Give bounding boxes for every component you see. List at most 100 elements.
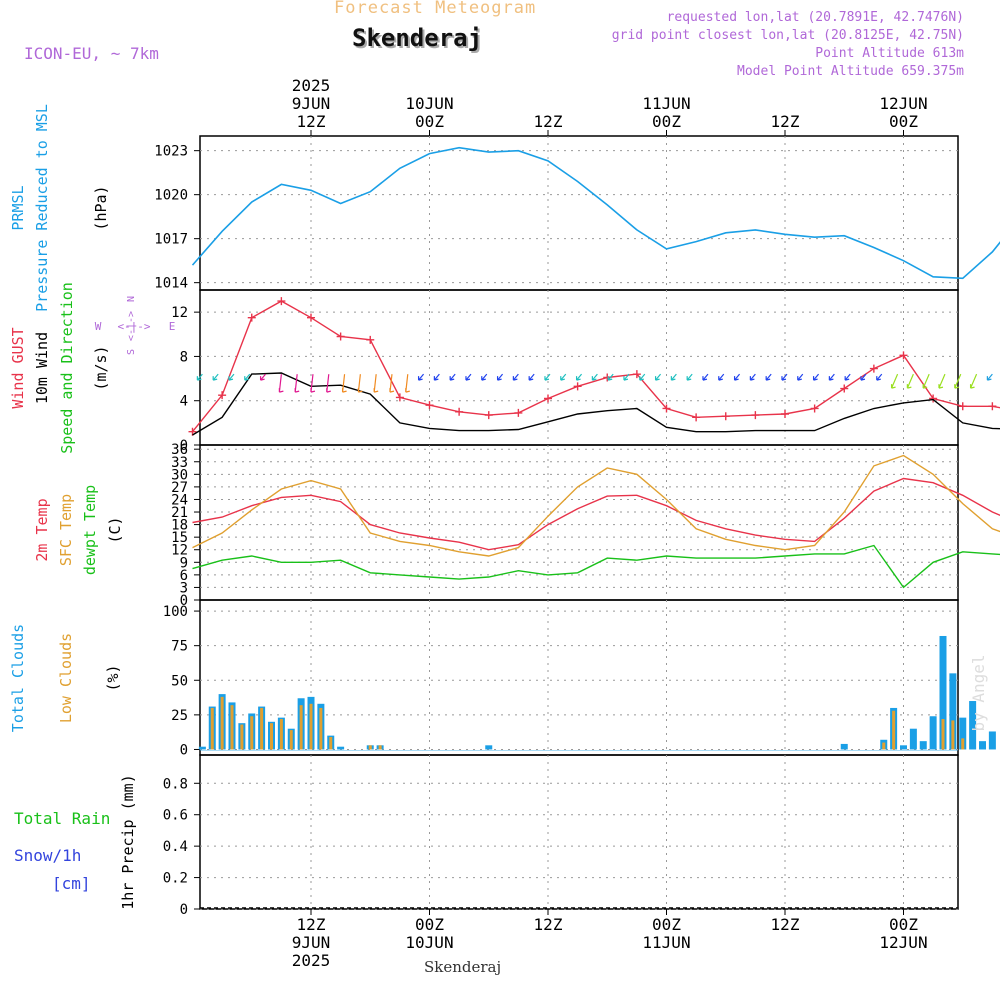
low-clouds-bar: [289, 730, 293, 750]
wind-arrow: [310, 374, 316, 393]
wind-arrow: [922, 373, 930, 389]
top-title: Forecast Meteogram: [334, 0, 537, 18]
wind-arrow: [765, 373, 772, 381]
clouds-axis-label: (%): [104, 664, 122, 691]
gust-point: [869, 364, 878, 373]
clouds-axis-label: Total Clouds: [9, 624, 27, 732]
low-clouds-bar: [210, 707, 214, 750]
low-clouds-bar: [299, 705, 303, 750]
temp-axis-label: (C): [106, 516, 124, 543]
time-label-top: 12Z: [771, 112, 800, 131]
wind-arrow: [733, 373, 741, 381]
wind-arrow: [417, 373, 425, 381]
low-clouds-bar: [309, 703, 313, 750]
y-tick-label: 21: [171, 505, 188, 521]
pressure-frame: [199, 135, 959, 291]
y-tick-label: 24: [171, 492, 188, 508]
wind-arrow: [986, 373, 993, 381]
wind-axis-label: (m/s): [92, 345, 110, 390]
total-clouds-bar: [485, 745, 493, 750]
wind-arrow: [433, 373, 440, 381]
gust-point: [544, 394, 552, 403]
y-tick-label: 0.8: [163, 776, 188, 792]
total-clouds-bar: [959, 717, 967, 750]
time-label-bottom: 10JUN: [405, 933, 453, 952]
compass-ns-arrow: <-|->: [126, 311, 137, 341]
point-altitude: Point Altitude 613m: [815, 46, 964, 61]
gust-point: [721, 412, 730, 421]
y-tick-label: 18: [171, 518, 188, 534]
wind-arrow: [670, 373, 677, 381]
gust-point: [662, 404, 671, 413]
temperature-frame: [199, 444, 959, 601]
low-clouds-bar: [319, 707, 323, 750]
gust-point: [366, 335, 375, 344]
time-label-bottom: 00Z: [652, 915, 681, 934]
gust-point: [307, 313, 315, 322]
gust-point: [958, 402, 967, 411]
total-clouds-bar: [979, 741, 986, 750]
gust-point: [247, 313, 256, 322]
compass-s: S: [126, 349, 137, 355]
precipitation-frame: [199, 754, 959, 910]
total-clouds-bar: [949, 673, 957, 750]
precip-axis-label: 1hr Precip (mm): [119, 774, 137, 909]
y-tick-label: 75: [171, 639, 188, 655]
time-label-top: 12Z: [297, 112, 326, 131]
y-tick-label: 15: [171, 530, 188, 546]
wind-arrow: [212, 373, 219, 381]
wind-arrow: [575, 373, 583, 381]
gust-point: [484, 411, 493, 420]
wind-panel: 0 4 8 12: [171, 289, 959, 454]
footer-location: Skenderaj: [424, 958, 502, 976]
wind-arrow: [812, 373, 820, 381]
wind-arrow: [906, 373, 914, 389]
time-label-bottom: 9JUN: [292, 933, 331, 952]
wind-arrow: [259, 373, 267, 381]
wind-arrow: [278, 374, 284, 393]
y-tick-label: 27: [171, 480, 188, 496]
time-label-bottom: 00Z: [889, 915, 918, 934]
time-label-top: 12Z: [534, 112, 563, 131]
time-label-bottom: 00Z: [415, 915, 444, 934]
gust-point: [632, 370, 641, 379]
clouds-axis-label: Low Clouds: [57, 633, 75, 723]
gust-point: [840, 384, 849, 393]
gust-point: [218, 391, 227, 400]
pressure-panel: 1014 1017 1020 1023: [154, 135, 959, 292]
temp-axis-label: 2m Temp: [33, 498, 51, 561]
wind-arrow: [844, 373, 851, 381]
wind-arrow: [969, 373, 978, 389]
wind-arrow: [449, 373, 456, 381]
wind-arrow: [890, 373, 899, 389]
time-label-bottom: 12JUN: [879, 933, 927, 952]
wind-arrow: [797, 373, 804, 381]
wind-line: [192, 372, 1000, 436]
low-clouds-bar: [378, 745, 382, 750]
low-clouds-bar: [250, 716, 254, 750]
y-tick-label: 100: [163, 604, 188, 620]
pressure-axis-label: (hPa): [92, 185, 110, 230]
gust-point: [781, 410, 789, 418]
gust-point: [988, 402, 997, 411]
time-label-bottom: 11JUN: [642, 933, 690, 952]
wind-arrow: [512, 373, 519, 381]
low-clouds-bar: [329, 737, 333, 750]
wind-arrow: [639, 373, 646, 381]
y-tick-label: 0: [180, 438, 188, 454]
wind-arrow: [781, 373, 788, 381]
credit-watermark: by Angel: [969, 654, 988, 731]
location-title: Skenderaj: [352, 24, 483, 52]
time-label-bottom: 12Z: [297, 915, 326, 934]
wind-arrow: [591, 373, 598, 381]
time-label-top: 10JUN: [405, 94, 453, 113]
legend-total-rain: Total Rain: [14, 809, 110, 828]
y-tick-label: 1014: [154, 276, 188, 292]
dewpt-line: [192, 544, 1000, 589]
compass-n: N: [126, 296, 137, 302]
time-label-top: 00Z: [415, 112, 444, 131]
wind-arrow: [405, 374, 410, 393]
y-tick-label: 0.6: [163, 808, 188, 824]
y-tick-label: 3: [180, 580, 188, 596]
